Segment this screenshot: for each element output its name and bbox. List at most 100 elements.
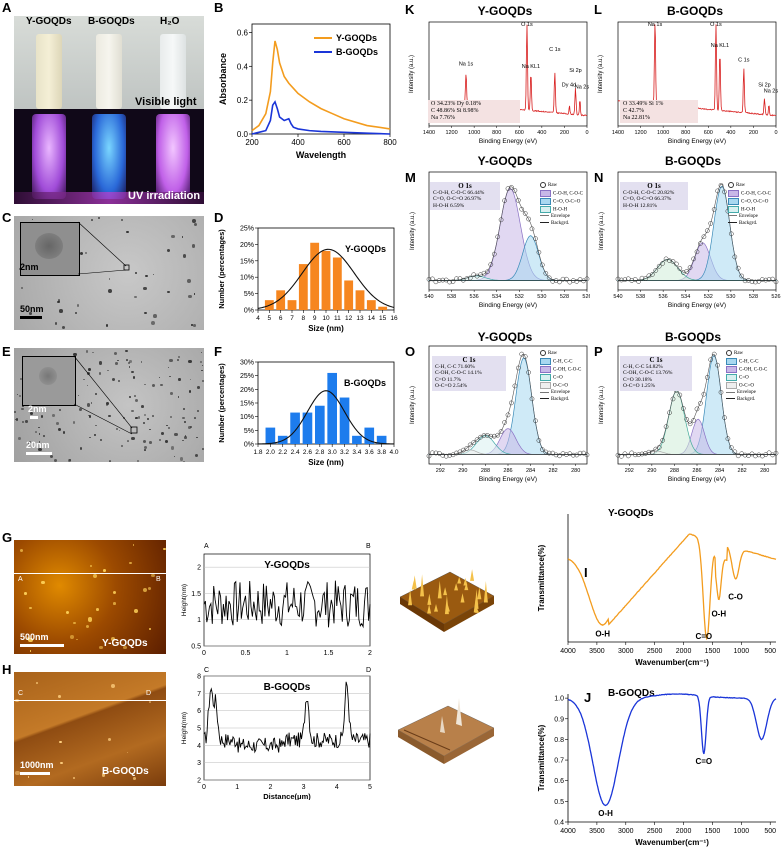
afm-spike xyxy=(445,604,450,612)
raw-data-point xyxy=(711,351,717,357)
legend-entry: Envelope xyxy=(540,390,581,397)
particle xyxy=(152,273,155,276)
x-axis-label: Binding Energy (eV) xyxy=(479,302,537,309)
x-tick-label: 280 xyxy=(760,468,769,474)
particle xyxy=(73,622,76,625)
legend-entry: H-O-H xyxy=(540,205,583,214)
particle xyxy=(30,412,33,415)
x-tick-label: 280 xyxy=(571,468,580,474)
series-line-b xyxy=(251,100,391,135)
afm-spike xyxy=(464,582,469,591)
raw-data-point xyxy=(753,453,758,459)
raw-data-point xyxy=(557,453,562,459)
x-tick-label: 526 xyxy=(771,294,780,300)
raw-data-point xyxy=(467,275,473,281)
afm-sample-label-b: B-GOQDs xyxy=(102,766,149,777)
c1s-box-title: C 1s xyxy=(462,356,476,364)
raw-data-point xyxy=(454,276,459,282)
particle xyxy=(99,438,103,442)
profile-end-b: B xyxy=(366,543,371,550)
raw-data-point xyxy=(515,197,521,203)
x-tick-label: 2.2 xyxy=(278,449,287,456)
y-tick-label: 0.2 xyxy=(237,96,249,105)
bar xyxy=(332,257,342,310)
raw-data-point xyxy=(759,453,765,459)
raw-data-point xyxy=(495,234,501,240)
raw-data-point xyxy=(474,273,480,279)
raw-data-point xyxy=(543,270,549,276)
afm-line-start-c: C xyxy=(18,690,24,697)
y-axis-label: Intensity (a.u.) xyxy=(410,212,416,250)
peak-label: C 1s xyxy=(738,58,750,64)
raw-data-point xyxy=(557,279,562,285)
x-tick-label: 282 xyxy=(738,468,747,474)
y-tick-label: 4 xyxy=(197,743,201,750)
histogram-title: B-GOQDs xyxy=(344,378,386,388)
particle xyxy=(60,761,63,765)
x-tick-label: 528 xyxy=(749,294,758,300)
particle xyxy=(22,405,24,407)
particle xyxy=(148,586,152,590)
y-tick-label: 30% xyxy=(240,360,254,367)
raw-data-point xyxy=(728,231,734,237)
particle xyxy=(27,441,31,445)
raw-data-point xyxy=(536,438,542,443)
raw-data-point xyxy=(522,211,528,216)
raw-data-point xyxy=(694,249,700,255)
afm-spike xyxy=(412,575,417,589)
uv-irradiation-label: UV irradiation xyxy=(128,190,201,202)
bar xyxy=(327,372,338,444)
y-tick-label: 20% xyxy=(240,242,254,249)
raw-data-point xyxy=(632,277,638,282)
panel-label-g: G xyxy=(2,530,13,545)
fit-component xyxy=(428,428,588,455)
x-tick-label: 286 xyxy=(692,468,701,474)
legend-label: Envelope xyxy=(739,214,758,220)
particle xyxy=(14,410,17,414)
y-tick-label: 0.5 xyxy=(191,644,201,651)
raw-data-point xyxy=(715,188,720,194)
particle xyxy=(141,404,144,408)
c1s-title-b: B-GOQDs xyxy=(664,330,721,344)
plot-frame xyxy=(428,171,588,291)
particle xyxy=(188,425,191,429)
raw-data-point xyxy=(464,446,470,451)
y-axis-label: Intensity (a.u.) xyxy=(599,212,605,250)
particle xyxy=(128,360,132,364)
raw-data-point xyxy=(570,278,576,283)
raw-data-point xyxy=(639,275,645,281)
particle xyxy=(194,223,198,227)
raw-data-point xyxy=(488,433,494,439)
particle xyxy=(59,408,62,411)
raw-data-point xyxy=(773,279,779,285)
raw-data-point xyxy=(533,236,538,241)
raw-data-point xyxy=(454,450,459,456)
particle xyxy=(16,393,19,396)
particle xyxy=(107,737,111,741)
c1s-box-line: O-C=O 2.54% xyxy=(435,383,468,389)
bar xyxy=(339,397,350,444)
vial-label-h2o: H₂O xyxy=(160,16,180,27)
raw-data-point xyxy=(622,451,628,457)
particle xyxy=(128,366,131,368)
raw-data-point xyxy=(646,449,652,455)
raw-data-point xyxy=(553,452,559,458)
raw-data-point xyxy=(629,450,635,456)
particle xyxy=(151,414,154,417)
legend-swatch xyxy=(540,365,551,373)
legend-swatch xyxy=(540,391,549,393)
bar xyxy=(355,290,365,310)
raw-data-point xyxy=(519,206,525,212)
legend-entry: C=O, O-C=O xyxy=(540,197,583,206)
particle xyxy=(191,324,193,326)
raw-data-point xyxy=(649,449,655,455)
x-tick-label: 13 xyxy=(356,315,364,322)
raw-data-point xyxy=(715,362,720,368)
particle xyxy=(193,293,196,295)
legend-entry: C-H, C-C xyxy=(726,357,767,366)
plot-frame xyxy=(251,23,391,135)
raw-data-point xyxy=(639,451,645,457)
raw-data-point xyxy=(505,186,511,191)
x-tick-label: 0.5 xyxy=(241,650,251,657)
raw-data-point xyxy=(529,396,535,402)
